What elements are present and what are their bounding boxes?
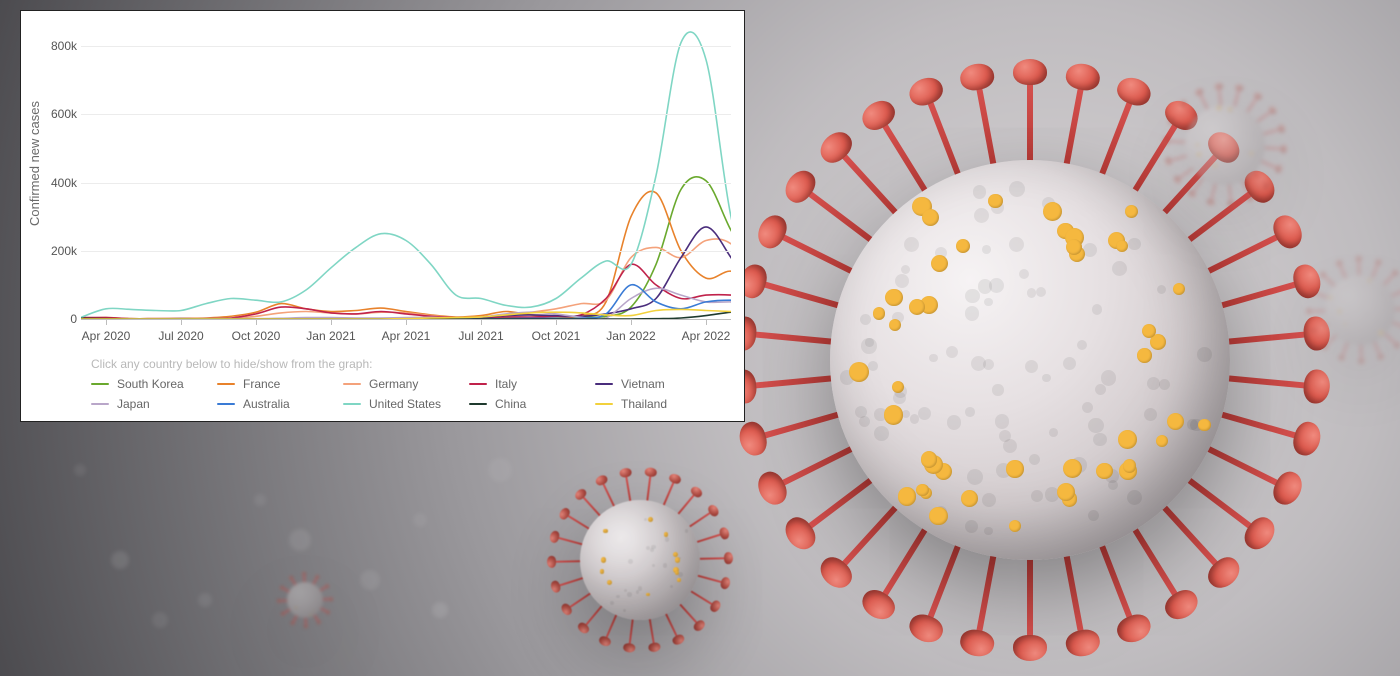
x-tick-label: Jan 2021 — [306, 329, 355, 343]
y-gridline — [81, 251, 731, 252]
series-line-united-states — [81, 32, 731, 317]
legend-item-japan[interactable]: Japan — [91, 397, 217, 411]
legend-swatch — [91, 383, 109, 385]
legend-swatch — [217, 403, 235, 405]
y-gridline — [81, 183, 731, 184]
x-tick-label: Apr 2020 — [82, 329, 131, 343]
legend-item-france[interactable]: France — [217, 377, 343, 391]
bokeh-dot — [74, 464, 86, 476]
x-tick-label: Apr 2022 — [682, 329, 731, 343]
bokeh-dot — [254, 494, 266, 506]
legend-swatch — [469, 383, 487, 385]
legend-swatch — [91, 403, 109, 405]
virus-4 — [276, 571, 334, 629]
legend-item-australia[interactable]: Australia — [217, 397, 343, 411]
x-tick-label: Jan 2022 — [606, 329, 655, 343]
plot-area: 0200k400k600k800k — [81, 29, 731, 319]
bokeh-dot — [289, 529, 311, 551]
bokeh-dot — [432, 602, 448, 618]
virus-1 — [545, 465, 735, 655]
legend-label: Australia — [243, 397, 290, 411]
legend-label: Germany — [369, 377, 418, 391]
x-tick-mark — [556, 319, 557, 325]
y-gridline — [81, 114, 731, 115]
legend-label: France — [243, 377, 280, 391]
virus-2 — [1162, 82, 1288, 208]
y-gridline — [81, 46, 731, 47]
legend-label: China — [495, 397, 526, 411]
y-tick-label: 200k — [33, 244, 77, 258]
legend-swatch — [595, 383, 613, 385]
x-tick-label: Oct 2021 — [532, 329, 581, 343]
y-tick-label: 600k — [33, 107, 77, 121]
legend-label: South Korea — [117, 377, 184, 391]
legend-item-china[interactable]: China — [469, 397, 595, 411]
legend-label: Vietnam — [621, 377, 665, 391]
y-tick-label: 0 — [33, 312, 77, 326]
x-tick-mark — [106, 319, 107, 325]
legend-item-south-korea[interactable]: South Korea — [91, 377, 217, 391]
x-tick-label: Jul 2021 — [458, 329, 503, 343]
bokeh-dot — [198, 593, 212, 607]
legend-item-vietnam[interactable]: Vietnam — [595, 377, 721, 391]
x-tick-label: Jul 2020 — [158, 329, 203, 343]
legend-swatch — [343, 403, 361, 405]
legend-item-italy[interactable]: Italy — [469, 377, 595, 391]
virus-3 — [1305, 255, 1400, 365]
legend-swatch — [217, 383, 235, 385]
bokeh-dot — [413, 513, 427, 527]
legend-item-united-states[interactable]: United States — [343, 397, 469, 411]
x-tick-mark — [331, 319, 332, 325]
x-tick-mark — [481, 319, 482, 325]
x-tick-mark — [256, 319, 257, 325]
bokeh-dot — [488, 458, 512, 482]
legend-item-germany[interactable]: Germany — [343, 377, 469, 391]
legend-label: United States — [369, 397, 441, 411]
legend-label: Italy — [495, 377, 517, 391]
x-tick-label: Oct 2020 — [232, 329, 281, 343]
legend: Click any country below to hide/show fro… — [91, 357, 731, 411]
legend-label: Thailand — [621, 397, 667, 411]
line-chart — [81, 29, 731, 319]
bokeh-dot — [152, 612, 168, 628]
x-tick-label: Apr 2021 — [382, 329, 431, 343]
legend-swatch — [343, 383, 361, 385]
x-tick-mark — [406, 319, 407, 325]
legend-item-thailand[interactable]: Thailand — [595, 397, 721, 411]
bokeh-dot — [360, 570, 380, 590]
legend-label: Japan — [117, 397, 150, 411]
chart-panel: Confirmed new cases 0200k400k600k800k Ap… — [20, 10, 745, 422]
x-tick-mark — [706, 319, 707, 325]
x-tick-mark — [181, 319, 182, 325]
legend-hint: Click any country below to hide/show fro… — [91, 357, 731, 371]
legend-swatch — [469, 403, 487, 405]
bokeh-dot — [111, 551, 129, 569]
legend-swatch — [595, 403, 613, 405]
x-tick-mark — [631, 319, 632, 325]
y-tick-label: 400k — [33, 176, 77, 190]
y-tick-label: 800k — [33, 39, 77, 53]
